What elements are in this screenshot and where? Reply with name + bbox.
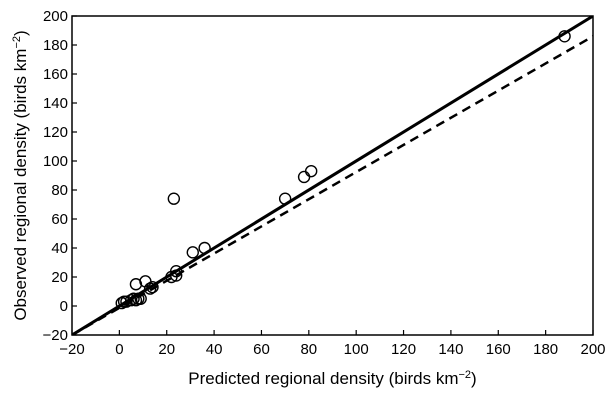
data-point xyxy=(120,295,133,308)
data-point xyxy=(304,164,318,178)
y-axis-unit-close: ) xyxy=(11,30,30,36)
solid-line xyxy=(72,16,593,335)
y-tick-label: 200 xyxy=(43,8,68,25)
x-tick-label: 60 xyxy=(253,341,270,358)
y-tick-label: 20 xyxy=(51,269,68,286)
y-tick-label: 120 xyxy=(43,124,68,141)
y-axis-title-text: Observed regional density (birds km xyxy=(11,49,30,321)
data-point xyxy=(146,280,159,294)
data-point xyxy=(558,30,571,43)
x-tick-label: 160 xyxy=(486,341,511,358)
x-tick-label: 80 xyxy=(300,341,317,358)
y-axis-title: Observed regional density (birds km−2) xyxy=(11,30,30,320)
y-tick-label: 60 xyxy=(51,211,68,228)
data-point xyxy=(169,265,183,278)
fit-lines xyxy=(72,16,593,335)
data-point xyxy=(198,241,211,255)
y-tick-label: 0 xyxy=(60,298,68,315)
x-tick-label: 140 xyxy=(438,341,463,358)
x-tick-label: 0 xyxy=(115,341,123,358)
data-point xyxy=(125,294,138,307)
axis-ticks: −20 0 20 40 60 80 100 120 140 160 180 200 −20 0 20 40 60… xyxy=(43,8,606,358)
x-tick-label: 200 xyxy=(580,341,605,358)
y-tick-label: 140 xyxy=(43,95,68,112)
data-point xyxy=(129,294,143,307)
y-tick-label: 160 xyxy=(43,66,68,83)
plot-frame xyxy=(71,15,594,336)
data-point xyxy=(167,192,181,205)
x-axis-title: Predicted regional density (birds km−2) xyxy=(188,369,476,388)
x-tick-label: 120 xyxy=(391,341,416,358)
data-point xyxy=(169,269,183,282)
y-tick-label: 100 xyxy=(43,153,68,170)
data-points xyxy=(115,30,571,310)
y-tick-label: −20 xyxy=(43,327,68,344)
y-tick-label: 180 xyxy=(43,37,68,54)
data-point xyxy=(297,170,311,184)
x-axis-unit-close: ) xyxy=(471,369,477,388)
x-tick-label: 180 xyxy=(533,341,558,358)
data-point xyxy=(186,246,199,259)
dashed-line xyxy=(72,35,593,335)
data-point xyxy=(127,292,140,305)
x-tick-label: −20 xyxy=(59,341,84,358)
x-tick-label: 20 xyxy=(158,341,175,358)
y-axis-unit-superscript: −2 xyxy=(11,36,23,49)
x-tick-label: 40 xyxy=(206,341,223,358)
x-axis-title-text: Predicted regional density (birds km xyxy=(188,369,458,388)
y-tick-label: 40 xyxy=(51,240,68,257)
y-tick-label: 80 xyxy=(51,182,68,199)
data-point xyxy=(278,192,292,205)
x-tick-label: 100 xyxy=(344,341,369,358)
data-point xyxy=(134,292,147,305)
x-axis-unit-superscript: −2 xyxy=(459,369,472,381)
data-point xyxy=(143,282,157,295)
